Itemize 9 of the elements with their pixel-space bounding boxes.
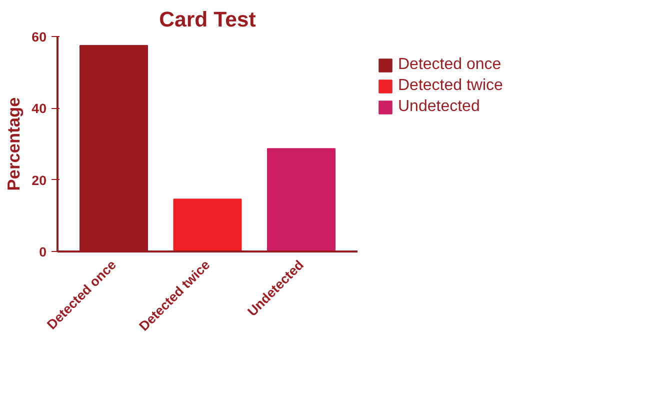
legend-label: Undetected: [398, 98, 480, 116]
y-tick-label: 0: [39, 244, 47, 260]
y-tick-label: 40: [32, 101, 47, 116]
chart-title: Card Test: [159, 8, 256, 32]
legend-label: Detected twice: [398, 77, 503, 95]
y-tick-label: 60: [32, 30, 47, 44]
y-axis-title: Percentage: [4, 96, 24, 191]
legend-label: Detected once: [398, 56, 502, 74]
y-tick-label: 20: [32, 172, 47, 188]
